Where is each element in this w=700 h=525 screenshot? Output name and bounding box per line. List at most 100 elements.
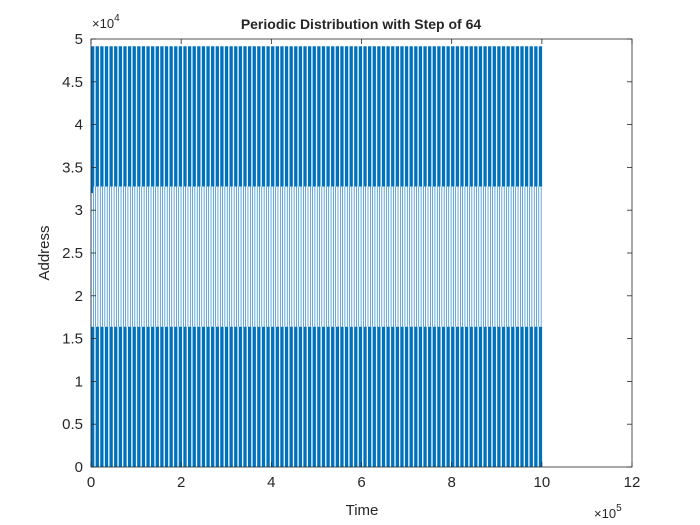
band-2-fill (428, 46, 432, 187)
period-30 (229, 46, 233, 467)
band-2-fill (455, 46, 460, 187)
band-2-fill (294, 46, 298, 187)
y-axis-exponent: ×104 (92, 13, 120, 31)
band-0-fill (340, 326, 344, 467)
period-43 (289, 46, 293, 467)
band-2-fill (501, 46, 506, 187)
period-97 (538, 46, 543, 467)
band-0-fill (418, 326, 423, 467)
period-89 (501, 46, 506, 467)
band-2-fill (529, 46, 533, 187)
band-0-fill (307, 326, 312, 467)
period-11 (141, 46, 146, 467)
x-tick-label: 4 (267, 474, 275, 491)
band-2-fill (252, 46, 256, 187)
band-2-fill (312, 46, 316, 187)
period-21 (187, 46, 192, 467)
y-exponent-power: 4 (114, 13, 120, 24)
band-0-fill (155, 326, 159, 467)
band-2-fill (178, 46, 183, 187)
band-2-fill (275, 46, 279, 187)
period-85 (483, 46, 487, 467)
period-56 (349, 46, 353, 467)
band-0-fill (441, 326, 446, 467)
period-6 (118, 46, 123, 467)
band-0-fill (229, 326, 233, 467)
period-34 (247, 46, 252, 467)
period-51 (326, 46, 330, 467)
band-2-fill (432, 46, 436, 187)
band-2-fill (423, 46, 427, 187)
band-0-fill (220, 326, 224, 467)
band-0-fill (257, 326, 261, 467)
band-2-fill (478, 46, 483, 187)
band-0-fill (381, 326, 386, 467)
band-0-fill (538, 326, 543, 467)
band-0-fill (464, 326, 469, 467)
period-93 (520, 46, 524, 467)
y-tick-label: 4.5 (62, 74, 83, 91)
band-2-fill (307, 46, 312, 187)
y-tick-label: 3 (75, 202, 83, 219)
period-65 (390, 46, 395, 467)
band-2-fill (155, 46, 159, 187)
period-9 (132, 46, 136, 467)
band-2-fill (271, 46, 275, 187)
period-17 (169, 46, 173, 467)
period-46 (303, 46, 307, 467)
period-42 (284, 46, 289, 467)
band-2-fill (446, 46, 450, 187)
band-0-fill (211, 326, 215, 467)
period-86 (487, 46, 492, 467)
period-24 (201, 46, 206, 467)
period-41 (279, 46, 284, 467)
period-94 (524, 46, 529, 467)
band-2-fill (377, 46, 381, 187)
period-52 (330, 46, 335, 467)
band-0-fill (437, 326, 441, 467)
band-2-fill (363, 46, 367, 187)
band-0-fill (492, 326, 496, 467)
period-31 (233, 46, 238, 467)
y-tick-label: 3.5 (62, 159, 83, 176)
period-90 (506, 46, 510, 467)
band-2-fill (474, 46, 478, 187)
period-40 (275, 46, 279, 467)
band-2-fill (109, 46, 113, 187)
band-0-fill (335, 326, 339, 467)
band-2-fill (174, 46, 178, 187)
band-0-fill (501, 326, 506, 467)
band-0-fill (206, 326, 210, 467)
period-80 (460, 46, 464, 467)
band-2-fill (104, 46, 109, 187)
band-0-fill (367, 326, 372, 467)
band-0-fill (400, 326, 404, 467)
y-tick-label: 5 (75, 31, 83, 48)
period-67 (400, 46, 404, 467)
band-0-fill (349, 326, 353, 467)
period-28 (219, 46, 224, 467)
band-2-fill (187, 46, 192, 187)
band-2-fill (280, 46, 284, 187)
x-axis: 0 2 4 6 8 10 12 (87, 39, 640, 491)
period-71 (418, 46, 423, 467)
period-91 (510, 46, 515, 467)
period-13 (150, 46, 155, 467)
period-20 (183, 46, 187, 467)
x-tick-label: 2 (177, 474, 185, 491)
band-2-fill (483, 46, 487, 187)
band-0-fill (183, 326, 187, 467)
band-0-fill (331, 326, 335, 467)
band-0-fill (386, 326, 390, 467)
period-63 (381, 46, 386, 467)
period-64 (386, 46, 390, 467)
y-tick-label: 2 (75, 288, 83, 305)
band-2-fill (469, 46, 473, 187)
period-68 (404, 46, 409, 467)
band-0-fill (317, 326, 321, 467)
period-18 (173, 46, 178, 467)
band-0-fill (298, 326, 303, 467)
band-0-fill (534, 326, 538, 467)
band-0-fill (428, 326, 432, 467)
period-73 (427, 46, 432, 467)
